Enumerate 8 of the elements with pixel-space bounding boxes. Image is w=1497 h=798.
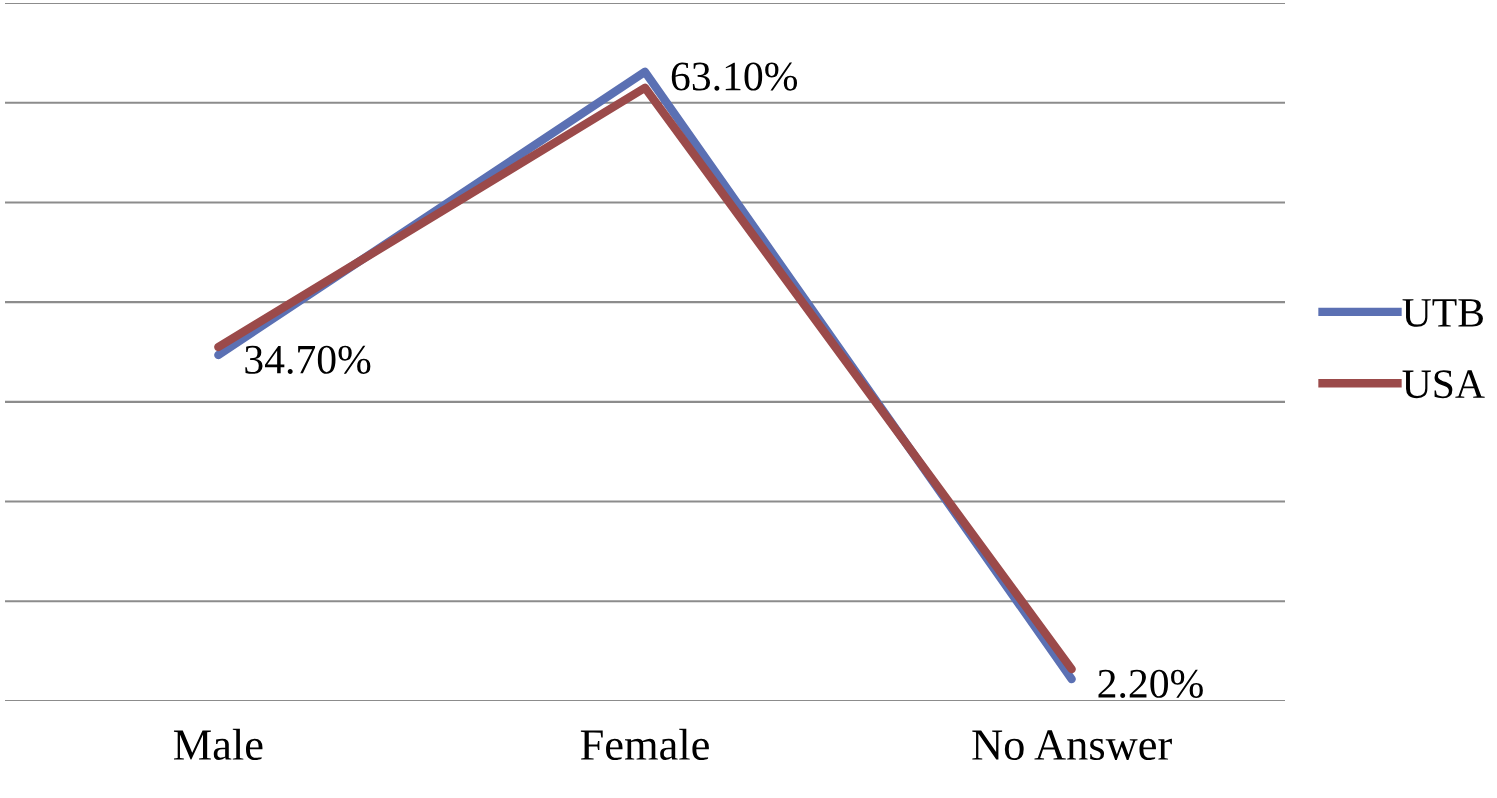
data-label: 63.10% bbox=[671, 62, 798, 91]
data-label: 2.20% bbox=[1098, 669, 1203, 699]
x-tick-label: Male bbox=[173, 728, 263, 761]
x-tick-label: No Answer bbox=[972, 730, 1172, 761]
x-tick-label: Female bbox=[580, 728, 709, 761]
legend-label: USA bbox=[1402, 370, 1485, 399]
data-label: 34.70% bbox=[245, 345, 371, 374]
legend-label: UTB bbox=[1402, 299, 1483, 327]
